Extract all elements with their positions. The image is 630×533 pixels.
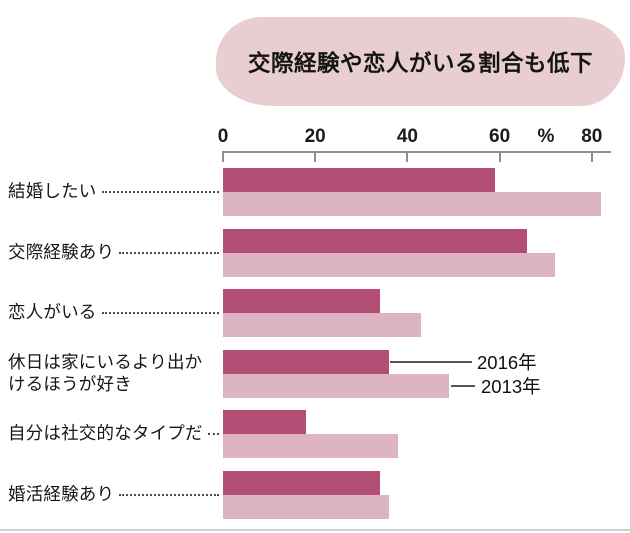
bar-2016: [223, 410, 306, 435]
bar-2016: [223, 168, 495, 192]
dotted-leader: [119, 251, 219, 254]
chart-title-blob: 交際経験や恋人がいる割合も低下: [216, 17, 625, 106]
chart-title: 交際経験や恋人がいる割合も低下: [247, 50, 593, 76]
bar-2016: [223, 289, 380, 314]
axis-tick-label: 0: [217, 126, 229, 147]
dotted-leader: [207, 433, 219, 436]
dotted-leader: [101, 191, 219, 193]
legend-label-2016: 2016年: [477, 351, 537, 373]
bar-2013: [223, 192, 602, 216]
category-label: 休日は家にいるより出かけるほうが好き: [8, 351, 203, 394]
category-label-row: 自分は社交的なタイプだ: [8, 423, 220, 445]
axis-tick-label: 60: [489, 126, 511, 147]
category-label: 自分は社交的なタイプだ: [8, 423, 203, 444]
bar-2013: [223, 373, 449, 398]
dotted-leader: [101, 312, 219, 315]
category-label-row: 結婚したい: [8, 181, 220, 203]
bottom-rule: [0, 529, 630, 531]
bar-2013: [223, 252, 555, 277]
axis-tick: [590, 151, 593, 162]
category-label: 交際経験あり: [8, 241, 115, 262]
bar-2013: [223, 495, 389, 519]
axis-tick: [314, 151, 317, 162]
category-label: 結婚したい: [8, 181, 97, 202]
category-label-row: 恋人がいる: [8, 302, 220, 324]
legend-callout-line-2013: [450, 384, 475, 387]
category-label-row: 婚活経験あり: [8, 484, 220, 506]
x-axis-line: [222, 151, 611, 153]
dotted-leader: [119, 494, 219, 496]
bar-2016: [223, 471, 380, 495]
category-label-row: 休日は家にいるより出かけるほうが好き: [8, 352, 220, 396]
category-label: 恋人がいる: [8, 302, 97, 323]
bar-2013: [223, 434, 399, 459]
bar-2013: [223, 313, 422, 338]
axis-tick-label: 80: [581, 126, 603, 147]
axis-tick-label: 20: [304, 126, 326, 147]
legend-callout-line-2016: [389, 360, 472, 363]
bar-2016: [223, 349, 389, 374]
axis-tick: [222, 151, 224, 162]
category-label-row: 交際経験あり: [8, 242, 220, 264]
legend-label-2013: 2013年: [481, 375, 541, 397]
axis-tick: [406, 151, 409, 162]
axis-tick-label: 40: [396, 126, 418, 147]
category-label: 婚活経験あり: [8, 484, 115, 505]
axis-tick: [498, 151, 501, 162]
percent-unit-label: %: [537, 126, 555, 147]
bar-2016: [223, 228, 528, 253]
